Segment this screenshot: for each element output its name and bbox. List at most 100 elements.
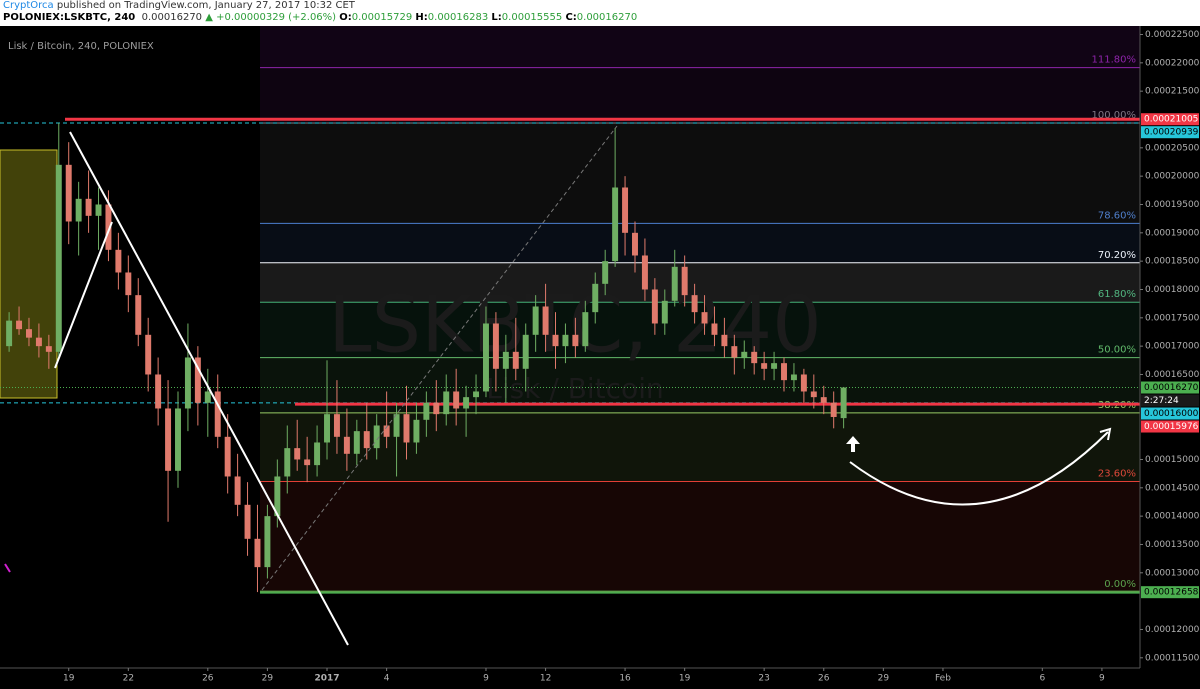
ohlc-key: H: [415, 12, 428, 23]
symbol: POLONIEX:LSKBTC, 240 [3, 12, 136, 23]
candle-body [751, 351, 758, 364]
candle-body [115, 249, 122, 273]
candle-body [264, 516, 271, 568]
candle-body [830, 402, 837, 417]
header: CryptOrca published on TradingView.com, … [0, 0, 1200, 26]
candle-body [681, 266, 688, 296]
candle-body [85, 198, 92, 216]
candle-body [135, 295, 142, 335]
candle-body [741, 351, 748, 358]
price-tag-label: 0.00016000 [1144, 409, 1199, 419]
projection-curve [849, 431, 1109, 506]
price-tag [1141, 586, 1199, 599]
candle-body [393, 414, 400, 437]
y-tick-label: 0.00017000 [1145, 342, 1200, 352]
y-tick-label: 0.00014000 [1145, 512, 1200, 522]
candle-body [204, 391, 211, 403]
candle-body [324, 414, 330, 443]
x-tick-label: 16 [619, 674, 631, 684]
candle-body [165, 408, 172, 471]
candle-body [562, 334, 569, 347]
fib-level-label: 0.00% [1104, 579, 1136, 590]
candle-body [552, 334, 559, 347]
candle-body [671, 266, 678, 301]
header-line-2: POLONIEX:LSKBTC, 240 0.00016270 ▲ +0.000… [0, 12, 1200, 24]
candle-body [592, 283, 599, 313]
ohlc-value: 0.00015555 [501, 12, 563, 23]
candle-body [194, 357, 201, 403]
trend-line [54, 221, 113, 369]
y-tick-label: 0.00012000 [1145, 625, 1200, 635]
candle-body [333, 414, 340, 437]
candle-body [403, 414, 410, 443]
candle-body [304, 459, 311, 466]
x-tick-label: 2017 [314, 674, 339, 684]
candle-body [254, 538, 261, 568]
x-tick-label: 4 [384, 674, 390, 684]
candle-body [473, 391, 480, 398]
y-tick-label: 0.00013500 [1145, 540, 1200, 550]
price-tag-label: 2:27:24 [1144, 396, 1179, 406]
candle-body [463, 397, 470, 409]
candle-body [75, 198, 82, 222]
fib-level-label: 23.60% [1098, 468, 1136, 479]
ohlc-key: L: [491, 12, 502, 23]
candle-body [572, 334, 579, 347]
candle-body [234, 476, 241, 505]
candle-body [771, 363, 778, 369]
candle-body [502, 351, 509, 369]
ohlc-key: C: [565, 12, 577, 23]
change: ▲ +0.00000329 (+2.06%) [205, 12, 337, 23]
fib-level-label: 61.80% [1098, 289, 1136, 300]
ohlc-value: 0.00015729 [351, 12, 413, 23]
candle-body [731, 346, 738, 358]
candle-body [145, 334, 152, 375]
fib-level-label: 70.20% [1098, 250, 1136, 261]
candle-body [175, 408, 181, 471]
y-tick-label: 0.00018500 [1145, 257, 1200, 267]
y-tick-label: 0.00018000 [1145, 285, 1200, 295]
candle-body [65, 164, 72, 222]
candle-body [343, 436, 350, 454]
candle-body [522, 334, 529, 369]
candle-body [790, 374, 797, 381]
candle-body [701, 312, 708, 324]
candle-body [761, 363, 768, 369]
candle-body [125, 272, 132, 296]
watermark-sub: Lisk / Bitcoin [486, 372, 663, 405]
price-tag [1141, 407, 1199, 420]
last-price: 0.00016270 [141, 12, 203, 23]
published: published on TradingView.com, January 27… [56, 0, 355, 11]
header-line-1: CryptOrca published on TradingView.com, … [0, 0, 1200, 12]
curve-arrowhead [1099, 427, 1112, 441]
marks-layer [0, 117, 1140, 593]
candle-body [443, 391, 450, 415]
candle-body [512, 351, 519, 369]
price-tag-label: 0.00020939 [1144, 128, 1199, 138]
y-tick-label: 0.00016500 [1145, 370, 1200, 380]
fib-band [260, 122, 1140, 224]
candle-body [492, 323, 499, 369]
candle-body [840, 387, 847, 419]
candle-body [602, 261, 609, 284]
up-arrow [846, 436, 860, 452]
candle-body [314, 442, 321, 466]
candle-body [363, 431, 370, 449]
fib-band [260, 223, 1140, 263]
fib-level-label: 100.00% [1092, 110, 1137, 121]
user[interactable]: CryptOrca [3, 0, 54, 11]
candle-body [16, 320, 23, 330]
x-tick-label: 19 [63, 674, 75, 684]
candle-body [781, 363, 787, 381]
candle-body [661, 300, 668, 324]
price-tag-label: 0.00012658 [1144, 588, 1199, 598]
candle-body [214, 391, 221, 437]
y-tick-label: 0.00022000 [1145, 58, 1200, 68]
marker [4, 563, 11, 573]
y-tick-label: 0.00011500 [1145, 653, 1200, 663]
candle-body [711, 323, 718, 335]
price-tag [1141, 381, 1199, 394]
y-tick-label: 0.00015000 [1145, 455, 1200, 465]
candle-body [482, 323, 489, 392]
candle-body [413, 419, 420, 443]
